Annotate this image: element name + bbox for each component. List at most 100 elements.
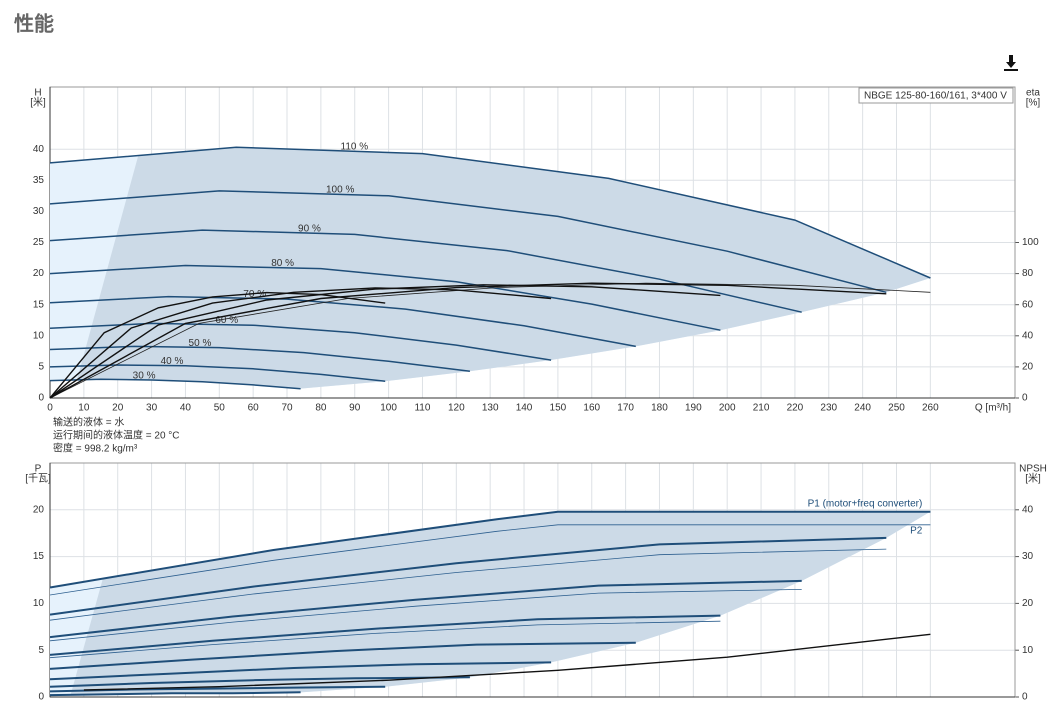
x-tick-label: 200 <box>719 403 736 414</box>
y2-axis-label: eta <box>1026 88 1040 99</box>
x-tick-label: 240 <box>854 403 871 414</box>
y-tick-label: 5 <box>38 645 44 656</box>
curve-label: 60 % <box>215 315 238 326</box>
curve-label: 40 % <box>161 356 184 367</box>
y-tick-label: 5 <box>38 362 44 373</box>
x-tick-label: 50 <box>214 403 226 414</box>
curve <box>49 524 931 596</box>
curve <box>49 284 721 399</box>
curve <box>49 548 887 621</box>
x-tick-label: 60 <box>248 403 260 414</box>
x-tick-label: 90 <box>349 403 361 414</box>
curve <box>49 364 386 382</box>
curve <box>49 691 301 697</box>
note: 运行期间的液体温度 = 20 °C <box>53 429 180 442</box>
y-tick-label: 35 <box>33 175 45 186</box>
curve <box>49 146 931 279</box>
curve <box>49 641 636 670</box>
curve <box>49 620 721 659</box>
x-tick-label: 150 <box>550 403 567 414</box>
x-tick-label: 100 <box>380 403 397 414</box>
curve-label: 110 % <box>341 141 369 152</box>
curve <box>49 614 721 656</box>
curve-label: 70 % <box>243 289 266 300</box>
x-tick-label: 160 <box>583 403 600 414</box>
y2-axis-unit: [米] <box>1025 472 1041 485</box>
y-axis-unit: [米] <box>30 96 46 109</box>
x-tick-label: 180 <box>651 403 668 414</box>
y2-tick-label: 60 <box>1022 299 1034 310</box>
curve-label: P2 <box>910 525 923 536</box>
curve-label: 50 % <box>189 338 212 349</box>
x-tick-label: 80 <box>315 403 327 414</box>
operating-area <box>70 511 931 696</box>
curve <box>49 190 887 294</box>
y2-tick-label: 80 <box>1022 268 1034 279</box>
y2-axis-unit: [%] <box>1026 98 1041 109</box>
curve <box>49 291 386 399</box>
y-tick-label: 0 <box>38 692 44 703</box>
y2-tick-label: 10 <box>1022 645 1034 656</box>
curve <box>49 661 552 681</box>
y2-axis-label: NPSH <box>1019 464 1047 475</box>
page-title: 性能 <box>14 11 54 35</box>
curve-label: 30 % <box>133 370 156 381</box>
curve <box>49 295 636 348</box>
x-tick-label: 40 <box>180 403 192 414</box>
y-tick-label: 20 <box>33 504 45 515</box>
x-axis-label: Q [m³/h] <box>975 403 1011 414</box>
y-axis-label: P <box>35 464 42 475</box>
operating-area <box>72 147 931 389</box>
x-tick-label: 0 <box>47 403 53 414</box>
y2-tick-label: 40 <box>1022 504 1034 515</box>
x-tick-label: 110 <box>414 403 430 414</box>
curve <box>49 378 301 390</box>
y-tick-label: 15 <box>33 299 45 310</box>
note: 输送的液体 = 水 <box>53 416 124 429</box>
curve <box>49 322 552 361</box>
curve-label: 90 % <box>298 223 321 234</box>
x-tick-label: 170 <box>617 403 634 414</box>
curve <box>83 633 931 691</box>
x-tick-label: 140 <box>516 403 533 414</box>
y-axis-label: H <box>34 88 41 99</box>
curve <box>49 536 887 616</box>
x-tick-label: 70 <box>281 403 293 414</box>
x-tick-label: 30 <box>146 403 158 414</box>
note: 密度 = 998.2 kg/m³ <box>53 442 138 455</box>
curve <box>49 676 470 688</box>
curve <box>49 287 552 399</box>
curve <box>49 264 721 331</box>
curve-label: 80 % <box>271 258 294 269</box>
curve <box>49 282 887 399</box>
y-tick-label: 20 <box>33 268 45 279</box>
y-tick-label: 25 <box>33 237 45 248</box>
x-tick-label: 230 <box>820 403 837 414</box>
y-tick-label: 10 <box>33 598 45 609</box>
x-tick-label: 10 <box>78 403 90 414</box>
curve-label: P1 (motor+freq converter) <box>808 498 923 509</box>
download-button[interactable] <box>1004 55 1018 71</box>
y2-tick-label: 20 <box>1022 362 1034 373</box>
y-tick-label: 15 <box>33 551 45 562</box>
legend-box <box>858 87 1014 104</box>
y2-tick-label: 30 <box>1022 551 1034 562</box>
y2-tick-label: 40 <box>1022 330 1034 341</box>
curve <box>49 589 802 642</box>
x-tick-label: 130 <box>482 403 499 414</box>
x-tick-label: 120 <box>448 403 465 414</box>
x-tick-label: 190 <box>685 403 702 414</box>
x-tick-label: 20 <box>112 403 124 414</box>
y-tick-label: 40 <box>33 144 45 155</box>
y-tick-label: 0 <box>38 393 44 404</box>
x-tick-label: 260 <box>922 403 939 414</box>
x-tick-label: 220 <box>787 403 804 414</box>
x-tick-label: 250 <box>888 403 905 414</box>
curve-label: 100 % <box>326 185 354 196</box>
curve <box>49 510 931 589</box>
y-tick-label: 10 <box>33 330 45 341</box>
x-tick-label: 210 <box>753 403 770 414</box>
curve <box>49 579 802 639</box>
